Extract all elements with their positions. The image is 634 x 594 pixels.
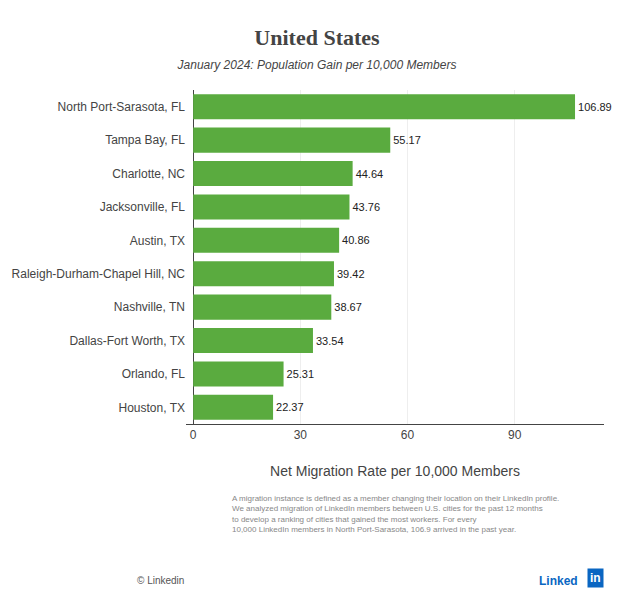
svg-text:43.76: 43.76 bbox=[352, 201, 380, 213]
svg-text:106.89: 106.89 bbox=[578, 101, 612, 113]
svg-text:United States: United States bbox=[254, 25, 380, 50]
svg-text:60: 60 bbox=[401, 428, 415, 442]
svg-text:Net Migration Rate per 10,000: Net Migration Rate per 10,000 Members bbox=[270, 463, 520, 479]
svg-text:44.64: 44.64 bbox=[356, 168, 384, 180]
svg-text:A migration instance is define: A migration instance is defined as a mem… bbox=[232, 494, 559, 534]
svg-text:Nashville, TN: Nashville, TN bbox=[114, 300, 185, 314]
svg-text:25.31: 25.31 bbox=[287, 368, 315, 380]
svg-text:January 2024: Population Gain: January 2024: Population Gain per 10,000… bbox=[177, 58, 457, 72]
svg-text:55.17: 55.17 bbox=[393, 134, 421, 146]
svg-text:Orlando, FL: Orlando, FL bbox=[122, 367, 186, 381]
svg-text:40.86: 40.86 bbox=[342, 234, 370, 246]
svg-text:Houston, TX: Houston, TX bbox=[119, 401, 185, 415]
svg-text:39.42: 39.42 bbox=[337, 268, 365, 280]
svg-text:22.37: 22.37 bbox=[276, 401, 304, 413]
svg-text:Linked: Linked bbox=[539, 574, 578, 588]
svg-text:38.67: 38.67 bbox=[334, 301, 362, 313]
svg-text:30: 30 bbox=[294, 428, 308, 442]
svg-text:Austin, TX: Austin, TX bbox=[130, 234, 185, 248]
svg-text:Dallas-Fort Worth, TX: Dallas-Fort Worth, TX bbox=[69, 334, 185, 348]
svg-text:33.54: 33.54 bbox=[316, 335, 344, 347]
svg-text:90: 90 bbox=[508, 428, 522, 442]
svg-text:Tampa Bay, FL: Tampa Bay, FL bbox=[105, 133, 185, 147]
svg-text:© Linkedin: © Linkedin bbox=[137, 575, 184, 586]
svg-text:0: 0 bbox=[190, 428, 197, 442]
svg-text:Charlotte, NC: Charlotte, NC bbox=[112, 167, 185, 181]
svg-text:Raleigh-Durham-Chapel Hill, NC: Raleigh-Durham-Chapel Hill, NC bbox=[12, 267, 186, 281]
svg-text:in: in bbox=[590, 571, 601, 585]
svg-text:North Port-Sarasota, FL: North Port-Sarasota, FL bbox=[58, 100, 186, 114]
svg-text:Jacksonville, FL: Jacksonville, FL bbox=[100, 200, 186, 214]
